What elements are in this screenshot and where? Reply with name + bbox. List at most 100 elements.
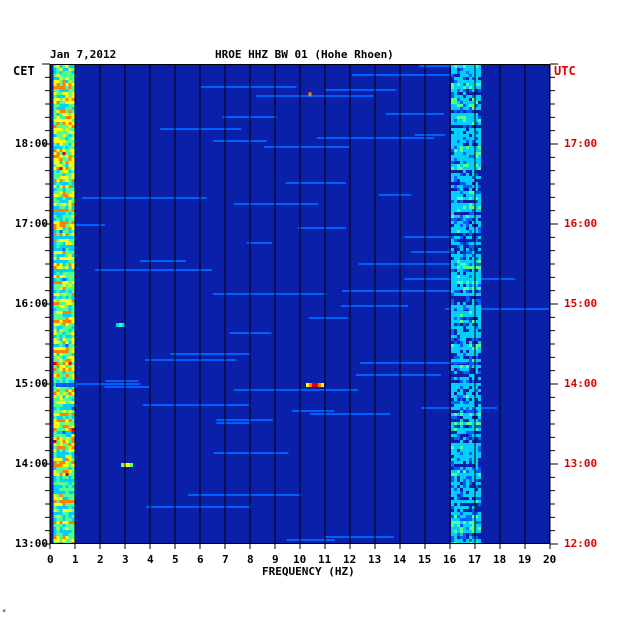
band-cell [56,500,60,503]
band-cell [59,155,63,158]
band-cell [457,506,460,509]
band-cell [475,455,478,458]
noise-cell [229,332,272,334]
band-cell [472,512,475,515]
band-cell [56,143,60,146]
band-cell [53,92,57,95]
band-cell [469,197,472,200]
band-cell [475,392,478,395]
band-cell [68,341,72,344]
band-cell [457,119,460,122]
band-cell [71,395,75,398]
band-cell [53,437,57,440]
band-cell [53,218,57,221]
band-cell [466,134,469,137]
band-cell [469,500,472,503]
band-cell [451,476,454,479]
band-cell [56,92,60,95]
band-cell [475,281,478,284]
band-cell [62,374,66,377]
band-cell [460,242,463,245]
band-cell [457,461,460,464]
band-cell [475,335,478,338]
band-cell [475,263,478,266]
band-cell [53,89,57,92]
band-cell [460,452,463,455]
band-cell [466,290,469,293]
band-cell [65,269,69,272]
band-cell [56,488,60,491]
band-cell [463,521,466,524]
band-cell [478,275,481,278]
band-cell [71,89,75,92]
event-cell [130,463,133,467]
event-cell [119,323,122,327]
band-cell [475,512,478,515]
band-cell [62,446,66,449]
band-cell [472,515,475,518]
band-cell [56,164,60,167]
band-cell [472,221,475,224]
band-cell [68,206,72,209]
band-cell [469,185,472,188]
band-cell [62,485,66,488]
band-cell [56,224,60,227]
band-cell [71,293,75,296]
band-cell [463,161,466,164]
band-cell [62,137,66,140]
band-cell [463,104,466,107]
band-cell [68,536,72,539]
band-cell [65,521,69,524]
band-cell [65,200,69,203]
band-cell [475,467,478,470]
band-cell [466,407,469,410]
band-cell [68,398,72,401]
band-cell [59,209,63,212]
band-cell [65,98,69,101]
band-cell [472,281,475,284]
band-cell [68,518,72,521]
band-cell [475,329,478,332]
band-cell [68,110,72,113]
band-cell [478,209,481,212]
band-cell [478,473,481,476]
noise-cell [145,359,237,361]
band-cell [463,449,466,452]
band-cell [475,473,478,476]
band-cell [62,443,66,446]
band-cell [65,452,69,455]
band-cell [451,464,454,467]
band-cell [454,437,457,440]
band-cell [466,314,469,317]
band-cell [457,107,460,110]
band-cell [71,215,75,218]
x-tick-label: 6 [197,553,204,566]
band-cell [71,512,75,515]
band-cell [454,185,457,188]
right-tick-label: 13:00 [564,457,598,470]
band-cell [451,344,454,347]
band-cell [53,251,57,254]
band-cell [71,374,75,377]
band-cell [68,185,72,188]
band-cell [463,422,466,425]
band-cell [71,455,75,458]
band-cell [469,143,472,146]
band-cell [457,215,460,218]
band-cell [62,170,66,173]
band-cell [469,404,472,407]
band-cell [457,377,460,380]
band-cell [65,230,69,233]
band-cell [451,119,454,122]
band-cell [62,464,66,467]
band-cell [65,449,69,452]
band-cell [457,236,460,239]
noise-cell [411,251,455,253]
band-cell [53,506,57,509]
band-cell [457,71,460,74]
band-cell [71,134,75,137]
band-cell [457,191,460,194]
band-cell [454,524,457,527]
band-cell [454,77,457,80]
noise-cell [216,422,251,424]
